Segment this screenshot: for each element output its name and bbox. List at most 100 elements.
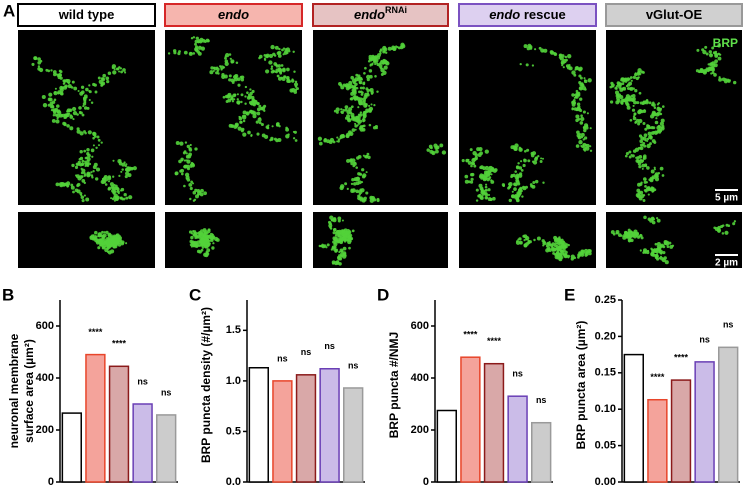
puncta: [97, 246, 101, 250]
puncta: [490, 180, 495, 184]
header-box: [458, 3, 597, 27]
puncta: [59, 76, 63, 80]
puncta: [367, 59, 371, 63]
puncta: [528, 240, 532, 244]
puncta: [185, 154, 190, 159]
puncta: [384, 51, 388, 55]
puncta: [626, 103, 630, 107]
puncta: [631, 154, 635, 158]
puncta: [620, 77, 623, 80]
puncta: [383, 65, 388, 70]
puncta: [368, 123, 372, 127]
puncta: [280, 64, 284, 67]
puncta: [625, 152, 629, 156]
puncta: [231, 81, 235, 84]
puncta: [361, 174, 366, 179]
puncta: [376, 198, 380, 203]
puncta: [656, 218, 661, 223]
puncta: [478, 147, 483, 152]
puncta: [290, 79, 295, 83]
puncta: [579, 121, 584, 125]
puncta: [96, 135, 100, 139]
puncta: [551, 242, 556, 246]
puncta: [256, 107, 261, 112]
puncta: [658, 108, 662, 112]
puncta: [91, 155, 94, 158]
puncta: [212, 242, 215, 245]
puncta: [93, 135, 97, 138]
puncta: [558, 54, 562, 57]
puncta: [360, 92, 364, 96]
puncta: [656, 257, 660, 261]
puncta: [632, 116, 637, 121]
puncta: [355, 166, 358, 169]
puncta: [263, 58, 267, 61]
puncta: [583, 77, 586, 80]
puncta: [52, 113, 56, 117]
puncta: [329, 227, 333, 230]
puncta: [52, 70, 57, 74]
puncta: [121, 168, 124, 171]
puncta: [522, 234, 526, 238]
puncta: [270, 67, 273, 71]
puncta: [656, 245, 660, 248]
y-tick-label: 0.15: [595, 367, 616, 379]
puncta: [647, 193, 650, 196]
puncta: [714, 226, 719, 232]
puncta: [362, 82, 366, 86]
puncta: [244, 95, 247, 98]
puncta: [207, 242, 210, 246]
puncta: [113, 188, 116, 192]
puncta: [660, 256, 664, 261]
puncta: [189, 165, 193, 169]
puncta: [530, 153, 535, 158]
header-text: endo: [218, 7, 249, 22]
puncta: [626, 233, 631, 238]
puncta: [365, 191, 369, 195]
puncta: [642, 248, 648, 253]
puncta: [631, 233, 635, 237]
puncta: [237, 83, 241, 87]
puncta: [277, 67, 282, 72]
puncta: [350, 75, 355, 80]
puncta: [255, 120, 259, 124]
scale-label: 5 µm: [715, 193, 738, 204]
puncta: [97, 144, 101, 147]
micrograph: [606, 30, 742, 205]
puncta: [252, 102, 256, 106]
puncta: [615, 87, 618, 90]
puncta: [656, 250, 659, 254]
puncta: [190, 37, 194, 40]
puncta: [652, 112, 656, 116]
puncta: [516, 165, 519, 168]
puncta: [224, 56, 227, 60]
bar: [483, 362, 505, 483]
puncta: [469, 180, 474, 184]
puncta: [85, 87, 89, 92]
puncta: [92, 165, 97, 170]
puncta: [659, 121, 665, 126]
puncta: [727, 79, 731, 83]
puncta: [91, 176, 94, 179]
puncta: [714, 54, 719, 58]
puncta: [337, 233, 341, 238]
puncta: [117, 242, 122, 247]
puncta: [188, 182, 193, 187]
header-text: endo: [354, 7, 385, 22]
puncta: [521, 195, 524, 198]
puncta: [174, 171, 179, 176]
puncta: [526, 148, 530, 152]
puncta: [383, 50, 386, 53]
puncta: [186, 159, 191, 164]
puncta: [117, 189, 120, 192]
puncta: [579, 86, 583, 90]
puncta: [517, 238, 520, 241]
puncta: [517, 162, 520, 165]
puncta: [51, 105, 55, 109]
puncta: [276, 122, 280, 126]
puncta: [346, 158, 350, 163]
puncta: [341, 231, 344, 234]
puncta: [192, 190, 197, 195]
puncta: [638, 72, 642, 76]
puncta: [329, 215, 334, 220]
